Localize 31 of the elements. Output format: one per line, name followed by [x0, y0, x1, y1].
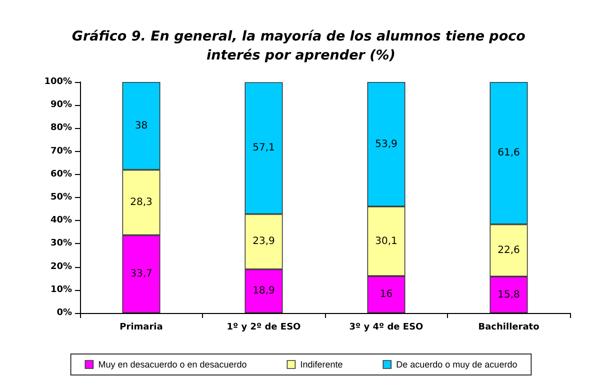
data-label: 30,1 — [375, 236, 398, 247]
data-label: 57,1 — [252, 142, 275, 154]
data-label: 16 — [380, 289, 393, 300]
x-tick-label: Bachillerato — [478, 322, 540, 332]
y-tick-label: 30% — [50, 238, 72, 249]
y-tick-label: 50% — [50, 192, 72, 202]
data-label: 18,9 — [252, 286, 275, 297]
data-label: 28,3 — [130, 196, 152, 208]
data-label: 38 — [134, 120, 148, 132]
y-tick-label: 0% — [56, 308, 72, 318]
x-tick-label: 1º y 2º de ESO — [226, 322, 302, 332]
legend-label: De acuerdo o muy de acuerdo — [396, 360, 518, 370]
y-tick-label: 90% — [50, 100, 72, 110]
y-tick-label: 10% — [50, 284, 72, 295]
y-tick-label: 20% — [50, 262, 72, 272]
y-tick-label: 40% — [50, 216, 72, 226]
data-label: 15,8 — [498, 289, 520, 300]
data-label: 23,9 — [252, 236, 275, 248]
legend-label: Indiferente — [300, 360, 343, 370]
legend-label: Muy en desacuerdo o en desacuerdo — [98, 360, 247, 370]
y-tick-label: 80% — [50, 123, 72, 134]
data-label: 22,6 — [498, 244, 520, 256]
data-label: 53,9 — [375, 138, 398, 150]
chart-title: Gráfico 9. En general, la mayoría de los alumnos tiene poco interés por aprender (%) — [72, 28, 530, 64]
x-tick-label: 3º y 4º de ESO — [349, 322, 424, 332]
data-label: 61,6 — [498, 148, 520, 159]
x-tick-label: Primaria — [120, 322, 163, 332]
y-tick-label: 60% — [50, 169, 72, 180]
y-tick-label: 70% — [50, 146, 72, 156]
data-label: 33,7 — [130, 268, 152, 280]
y-tick-label: 100% — [44, 77, 72, 87]
